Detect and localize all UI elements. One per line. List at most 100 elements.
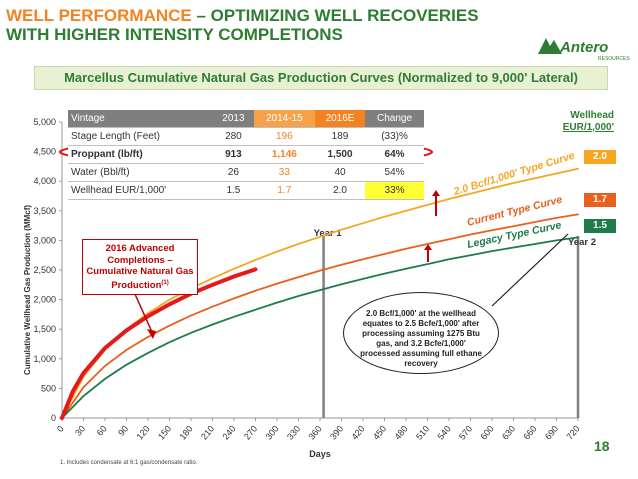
table-header-row: Vintage 2013 2014-15 2016E Change xyxy=(68,110,424,128)
table-cell: 1.5 xyxy=(213,181,254,200)
y-tick-label: 3,500 xyxy=(33,206,56,216)
x-tick-label: 660 xyxy=(521,424,538,442)
table-cell: 1.7 xyxy=(253,181,315,200)
x-tick-label: 150 xyxy=(156,424,173,442)
y-tick-label: 1,000 xyxy=(33,354,56,364)
x-axis-label: Days xyxy=(309,449,331,459)
table-cell: 1,500 xyxy=(314,145,366,164)
y-tick-label: 0 xyxy=(51,413,56,423)
table-cell: Stage Length (Feet) xyxy=(68,127,214,146)
slide-title: WELL PERFORMANCE – OPTIMIZING WELL RECOV… xyxy=(6,6,526,44)
table-cell: 2.0 xyxy=(314,181,366,200)
table-row: Proppant (lb/ft) 913 1,146 1,500 64% xyxy=(68,145,424,164)
x-tick-label: 240 xyxy=(220,424,237,442)
x-tick-label: 450 xyxy=(371,424,388,442)
series-line xyxy=(61,236,579,419)
table-cell: 913 xyxy=(213,145,254,164)
table-cell: Water (Bbl/ft) xyxy=(68,163,214,182)
y-tick-label: 500 xyxy=(41,383,56,393)
table-cell: 196 xyxy=(253,127,315,146)
uplift-arrowhead xyxy=(432,190,440,196)
x-tick-label: 60 xyxy=(95,424,109,438)
x-tick-label: 600 xyxy=(478,424,495,442)
note-pointer xyxy=(491,233,569,307)
y-axis-label: Cumulative Wellhead Gas Production (MMcf… xyxy=(23,205,32,375)
y-tick-label: 4,500 xyxy=(33,147,56,157)
x-tick-label: 420 xyxy=(349,424,366,442)
table-header-cell: Change xyxy=(365,110,424,128)
table-cell: (33)% xyxy=(365,127,424,146)
eur-box-2-0: 2.0 xyxy=(584,150,616,164)
table-cell: 40 xyxy=(314,163,366,182)
uplift-arrowhead xyxy=(424,244,432,250)
series-line xyxy=(61,167,579,419)
table-header-cell: 2014-15 xyxy=(253,110,315,128)
table-cell: 1,146 xyxy=(253,145,315,164)
x-tick-label: 30 xyxy=(73,424,87,438)
title-accent: WELL PERFORMANCE xyxy=(6,6,192,25)
table-row: Stage Length (Feet) 280 196 189 (33)% xyxy=(68,127,424,146)
y-tick-label: 1,500 xyxy=(33,324,56,334)
year-marker-label: Year 2 xyxy=(568,237,596,248)
x-tick-label: 180 xyxy=(177,424,194,442)
callout-text: 2016 Advanced Completions – Cumulative N… xyxy=(86,243,194,291)
title-rest: – OPTIMIZING WELL RECOVERIES xyxy=(191,6,479,25)
table-cell: 54% xyxy=(365,163,424,182)
callout-footnote-ref: (1) xyxy=(161,279,169,286)
table-cell: Wellhead EUR/1,000' xyxy=(68,181,214,200)
footnote: 1. Includes condensate at 6:1 gas/conden… xyxy=(60,460,198,466)
logo-text: Antero xyxy=(559,39,608,56)
eur-title-line1: Wellhead xyxy=(570,110,614,121)
advanced-completions-callout: 2016 Advanced Completions – Cumulative N… xyxy=(82,239,198,296)
eur-conversion-note: 2.0 Bcf/1,000' at the wellhead equates t… xyxy=(343,292,499,374)
x-tick-label: 720 xyxy=(564,424,581,442)
oval-note-text: 2.0 Bcf/1,000' at the wellhead equates t… xyxy=(360,309,482,368)
x-tick-label: 300 xyxy=(263,424,280,442)
x-tick-label: 630 xyxy=(500,424,517,442)
x-tick-label: 540 xyxy=(435,424,452,442)
chart-subtitle: Marcellus Cumulative Natural Gas Product… xyxy=(34,66,608,90)
y-tick-label: 3,000 xyxy=(33,235,56,245)
x-tick-label: 90 xyxy=(116,424,130,438)
x-tick-label: 690 xyxy=(543,424,560,442)
mountain-logo-icon xyxy=(538,38,562,54)
x-tick-label: 570 xyxy=(457,424,474,442)
antero-logo: Antero RESOURCES xyxy=(538,38,630,62)
table-header-cell: Vintage xyxy=(68,110,214,128)
y-tick-label: 5,000 xyxy=(33,117,56,127)
x-tick-label: 120 xyxy=(134,424,151,442)
x-tick-label: 390 xyxy=(328,424,345,442)
y-tick-label: 2,000 xyxy=(33,295,56,305)
page-number: 18 xyxy=(594,438,610,454)
completion-table: Vintage 2013 2014-15 2016E Change Stage … xyxy=(68,110,424,200)
eur-box-1-5: 1.5 xyxy=(584,219,616,233)
series-line xyxy=(60,267,258,420)
title-line2: WITH HIGHER INTENSITY COMPLETIONS xyxy=(6,25,343,44)
series-line xyxy=(61,213,579,419)
logo-subtext: RESOURCES xyxy=(598,56,630,62)
table-cell: 33 xyxy=(253,163,315,182)
x-tick-label: 480 xyxy=(392,424,409,442)
table-row: Water (Bbl/ft) 26 33 40 54% xyxy=(68,163,424,182)
table-cell: 33% xyxy=(365,181,424,200)
table-cell: 26 xyxy=(213,163,254,182)
eur-box-1-7: 1.7 xyxy=(584,193,616,207)
y-tick-label: 4,000 xyxy=(33,176,56,186)
callout-pointer-head xyxy=(147,329,156,339)
table-cell: 189 xyxy=(314,127,366,146)
table-cell: 64% xyxy=(365,145,424,164)
table-row: Wellhead EUR/1,000' 1.5 1.7 2.0 33% xyxy=(68,181,424,200)
x-tick-label: 510 xyxy=(414,424,431,442)
table-cell: Proppant (lb/ft) xyxy=(68,145,214,164)
eur-title-line2: EUR/1,000' xyxy=(562,122,614,133)
x-tick-label: 210 xyxy=(199,424,216,442)
table-header-cell: 2013 xyxy=(213,110,254,128)
x-tick-label: 270 xyxy=(242,424,259,442)
x-tick-label: 360 xyxy=(306,424,323,442)
eur-legend-title: Wellhead EUR/1,000' xyxy=(556,110,614,134)
table-cell: 280 xyxy=(213,127,254,146)
y-tick-label: 2,500 xyxy=(33,265,56,275)
x-tick-label: 0 xyxy=(55,424,66,434)
table-header-cell: 2016E xyxy=(314,110,366,128)
